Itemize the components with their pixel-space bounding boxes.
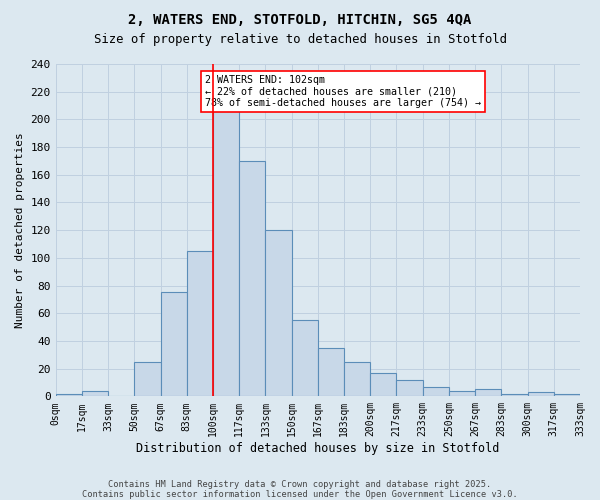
Bar <box>370 373 397 396</box>
Text: Size of property relative to detached houses in Stotfold: Size of property relative to detached ho… <box>94 32 506 46</box>
Bar <box>265 230 292 396</box>
Bar <box>475 390 502 396</box>
Bar <box>187 251 213 396</box>
Text: 2, WATERS END, STOTFOLD, HITCHIN, SG5 4QA: 2, WATERS END, STOTFOLD, HITCHIN, SG5 4Q… <box>128 12 472 26</box>
Bar <box>397 380 422 396</box>
Bar <box>213 106 239 397</box>
Bar <box>422 386 449 396</box>
Bar <box>502 394 527 396</box>
X-axis label: Distribution of detached houses by size in Stotfold: Distribution of detached houses by size … <box>136 442 500 455</box>
Bar <box>161 292 187 397</box>
Bar <box>292 320 318 396</box>
Y-axis label: Number of detached properties: Number of detached properties <box>15 132 25 328</box>
Text: Contains HM Land Registry data © Crown copyright and database right 2025.: Contains HM Land Registry data © Crown c… <box>109 480 491 489</box>
Bar <box>82 391 108 396</box>
Bar <box>554 394 580 396</box>
Bar <box>134 362 161 396</box>
Text: 2 WATERS END: 102sqm
← 22% of detached houses are smaller (210)
78% of semi-deta: 2 WATERS END: 102sqm ← 22% of detached h… <box>205 75 481 108</box>
Bar <box>318 348 344 397</box>
Text: Contains public sector information licensed under the Open Government Licence v3: Contains public sector information licen… <box>82 490 518 499</box>
Bar <box>527 392 554 396</box>
Bar <box>239 161 265 396</box>
Bar <box>344 362 370 396</box>
Bar <box>449 391 475 396</box>
Bar <box>56 394 82 396</box>
